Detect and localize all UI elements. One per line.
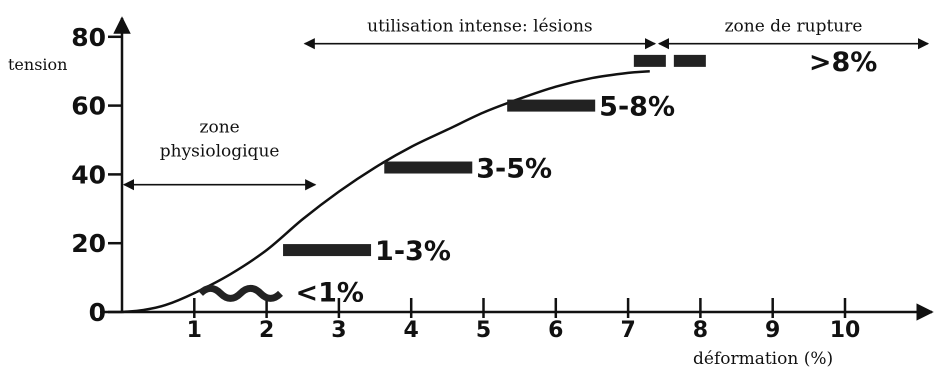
y-axis-label: tension	[8, 55, 67, 74]
y-tick-label: 40	[71, 160, 106, 189]
stress-strain-curve	[121, 69, 650, 314]
x-tick-label: 7	[620, 318, 635, 343]
zone-marker	[198, 284, 283, 302]
y-tick-label: 60	[71, 92, 106, 121]
zone-marker	[283, 244, 372, 257]
y-tick-label: 80	[71, 23, 106, 52]
zone-label: physiologique	[160, 142, 280, 162]
zone-marker	[633, 54, 666, 67]
x-tick-label: 6	[548, 318, 563, 343]
x-tick-label: 10	[830, 318, 861, 343]
x-axis-label: déformation (%)	[693, 349, 833, 369]
percent-label: 3-5%	[476, 154, 552, 185]
x-tick-label: 9	[765, 318, 780, 343]
zones: zone physiologique utilisation intense: lé…	[122, 17, 930, 191]
x-tick-label: 3	[331, 318, 346, 343]
zone-label: utilisation intense: lésions	[367, 17, 593, 37]
percent-label: 5-8%	[599, 92, 675, 123]
zone-label: zone de rupture	[725, 17, 863, 37]
annotations: <1% 1-3% 3-5% 5-8% >8%	[198, 47, 877, 308]
y-tick-label: 0	[89, 298, 106, 327]
zone-marker	[673, 54, 706, 67]
zone-label: zone	[200, 118, 240, 138]
x-ticks: 1 2 3 4 5 6 7 8 9 10	[187, 298, 861, 343]
percent-label: >8%	[809, 47, 877, 78]
y-ticks: 0 20 40 60 80	[71, 23, 122, 327]
zone-marker	[507, 99, 596, 112]
x-tick-label: 5	[476, 318, 491, 343]
y-tick-label: 20	[71, 229, 106, 258]
x-tick-label: 4	[404, 318, 419, 343]
zone-marker	[384, 161, 473, 174]
x-tick-label: 2	[259, 318, 274, 343]
x-tick-label: 1	[187, 318, 202, 343]
percent-label: 1-3%	[375, 236, 451, 267]
x-tick-label: 8	[693, 318, 708, 343]
percent-label: <1%	[296, 277, 364, 308]
